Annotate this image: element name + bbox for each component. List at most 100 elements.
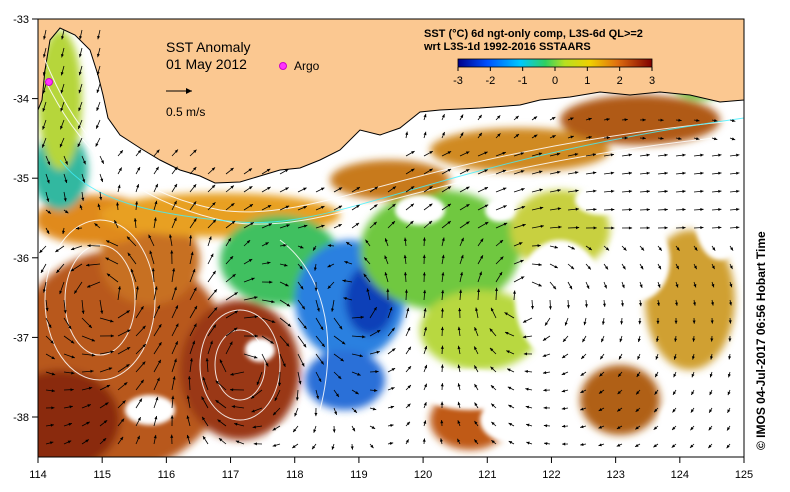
current-vector-head (582, 338, 586, 343)
current-vector-head (67, 440, 72, 444)
current-vector-head (664, 189, 668, 193)
current-vector-head (411, 168, 415, 172)
legend-line1: SST (°C) 6d ngt-only comp, L3S-6d QL>=2 (424, 28, 643, 40)
current-vector-head (88, 386, 93, 390)
current-vector-head (728, 320, 732, 324)
current-vector-head (313, 429, 317, 433)
current-vector-head (48, 324, 52, 328)
current-vector-head (562, 355, 566, 359)
current-vector-head (267, 205, 272, 209)
current-vector-head (441, 114, 445, 118)
current-vector-head (60, 89, 64, 94)
current-vector-head (40, 269, 44, 273)
current-vector-head (466, 221, 470, 225)
current-vector-head (593, 207, 597, 211)
current-vector-head (119, 150, 123, 154)
current-vector-head (62, 230, 66, 235)
current-vector-head (227, 238, 231, 242)
current-vector-head (248, 186, 253, 190)
current-vector-head (56, 269, 60, 273)
current-vector-head (212, 324, 216, 328)
current-vector-head (491, 440, 495, 444)
current-vector-head (285, 187, 289, 191)
current-vector-head (303, 325, 307, 329)
current-vector-head (635, 408, 640, 412)
current-vector-head (251, 277, 255, 281)
current-vector-head (318, 378, 322, 382)
current-vector-head (530, 305, 534, 310)
current-vector-head (235, 440, 240, 444)
current-vector-head (252, 425, 257, 429)
current-vector-head (186, 415, 190, 419)
current-vector-head (619, 338, 623, 343)
current-vector-head (522, 319, 527, 323)
current-vector-head (561, 372, 566, 375)
current-vector-head (660, 136, 664, 140)
current-vector-head (605, 247, 610, 251)
current-vector-head (691, 373, 695, 378)
current-vector-head (646, 153, 650, 157)
current-vector-head (440, 326, 444, 331)
current-vector-head (120, 418, 125, 423)
current-vector-head (314, 412, 318, 417)
map-frame (37, 18, 745, 458)
current-vector-head (100, 160, 104, 164)
current-vector-head (606, 117, 610, 121)
current-vector-head (202, 416, 206, 421)
current-vector-head (552, 135, 556, 139)
current-vector-head (193, 149, 197, 153)
current-vector-head (729, 283, 733, 288)
current-vector-head (363, 273, 367, 278)
current-vector-head (42, 108, 46, 112)
colorbar-tick-label: 2 (617, 75, 623, 87)
current-vector-head (253, 442, 257, 446)
current-vector-head (365, 239, 369, 244)
current-vector-head (673, 373, 677, 378)
current-vector-head (678, 118, 682, 122)
current-vector-head (265, 242, 269, 246)
current-vector-head (584, 304, 588, 308)
current-vector-head (96, 125, 99, 129)
current-vector-head (503, 222, 508, 226)
current-vector-head (70, 340, 75, 344)
current-vector-head (286, 303, 291, 307)
current-vector-head (611, 226, 615, 230)
current-vector-head (278, 382, 282, 386)
current-vector-head (474, 402, 478, 406)
current-vector-head (139, 398, 142, 402)
current-vector-head (604, 266, 609, 270)
current-vector-head (478, 132, 482, 137)
current-vector-head (172, 268, 176, 272)
current-vector-head (522, 335, 527, 339)
current-vector-head (267, 186, 271, 190)
current-vector-head (303, 187, 307, 191)
current-vector-head (370, 444, 374, 449)
current-vector-head (610, 189, 615, 193)
current-vector-head (249, 204, 253, 208)
current-vector-head (676, 247, 680, 251)
current-vector-head (736, 225, 740, 230)
current-vector-head (655, 338, 659, 342)
current-vector-head (581, 355, 585, 359)
lat-tick-label: -34 (13, 94, 29, 106)
current-vector-head (672, 426, 676, 431)
current-vector-head (525, 405, 530, 409)
current-vector-head (300, 285, 304, 290)
current-vector-head (673, 391, 676, 395)
current-vector-head (169, 234, 173, 238)
current-vector-head (390, 424, 394, 428)
current-vector-head (718, 171, 722, 175)
current-vector-head (210, 253, 214, 258)
current-vector-head (656, 320, 660, 325)
current-vector-head (154, 286, 158, 290)
current-vector-head (253, 355, 258, 359)
current-vector-head (299, 265, 303, 270)
current-vector-head (114, 220, 118, 224)
current-vector-head (423, 420, 427, 424)
current-vector-head (284, 263, 288, 267)
current-vector-head (213, 289, 217, 293)
current-vector-head (406, 421, 410, 426)
current-vector-head (218, 438, 223, 442)
current-vector-head (78, 89, 82, 94)
current-vector-head (562, 338, 567, 342)
